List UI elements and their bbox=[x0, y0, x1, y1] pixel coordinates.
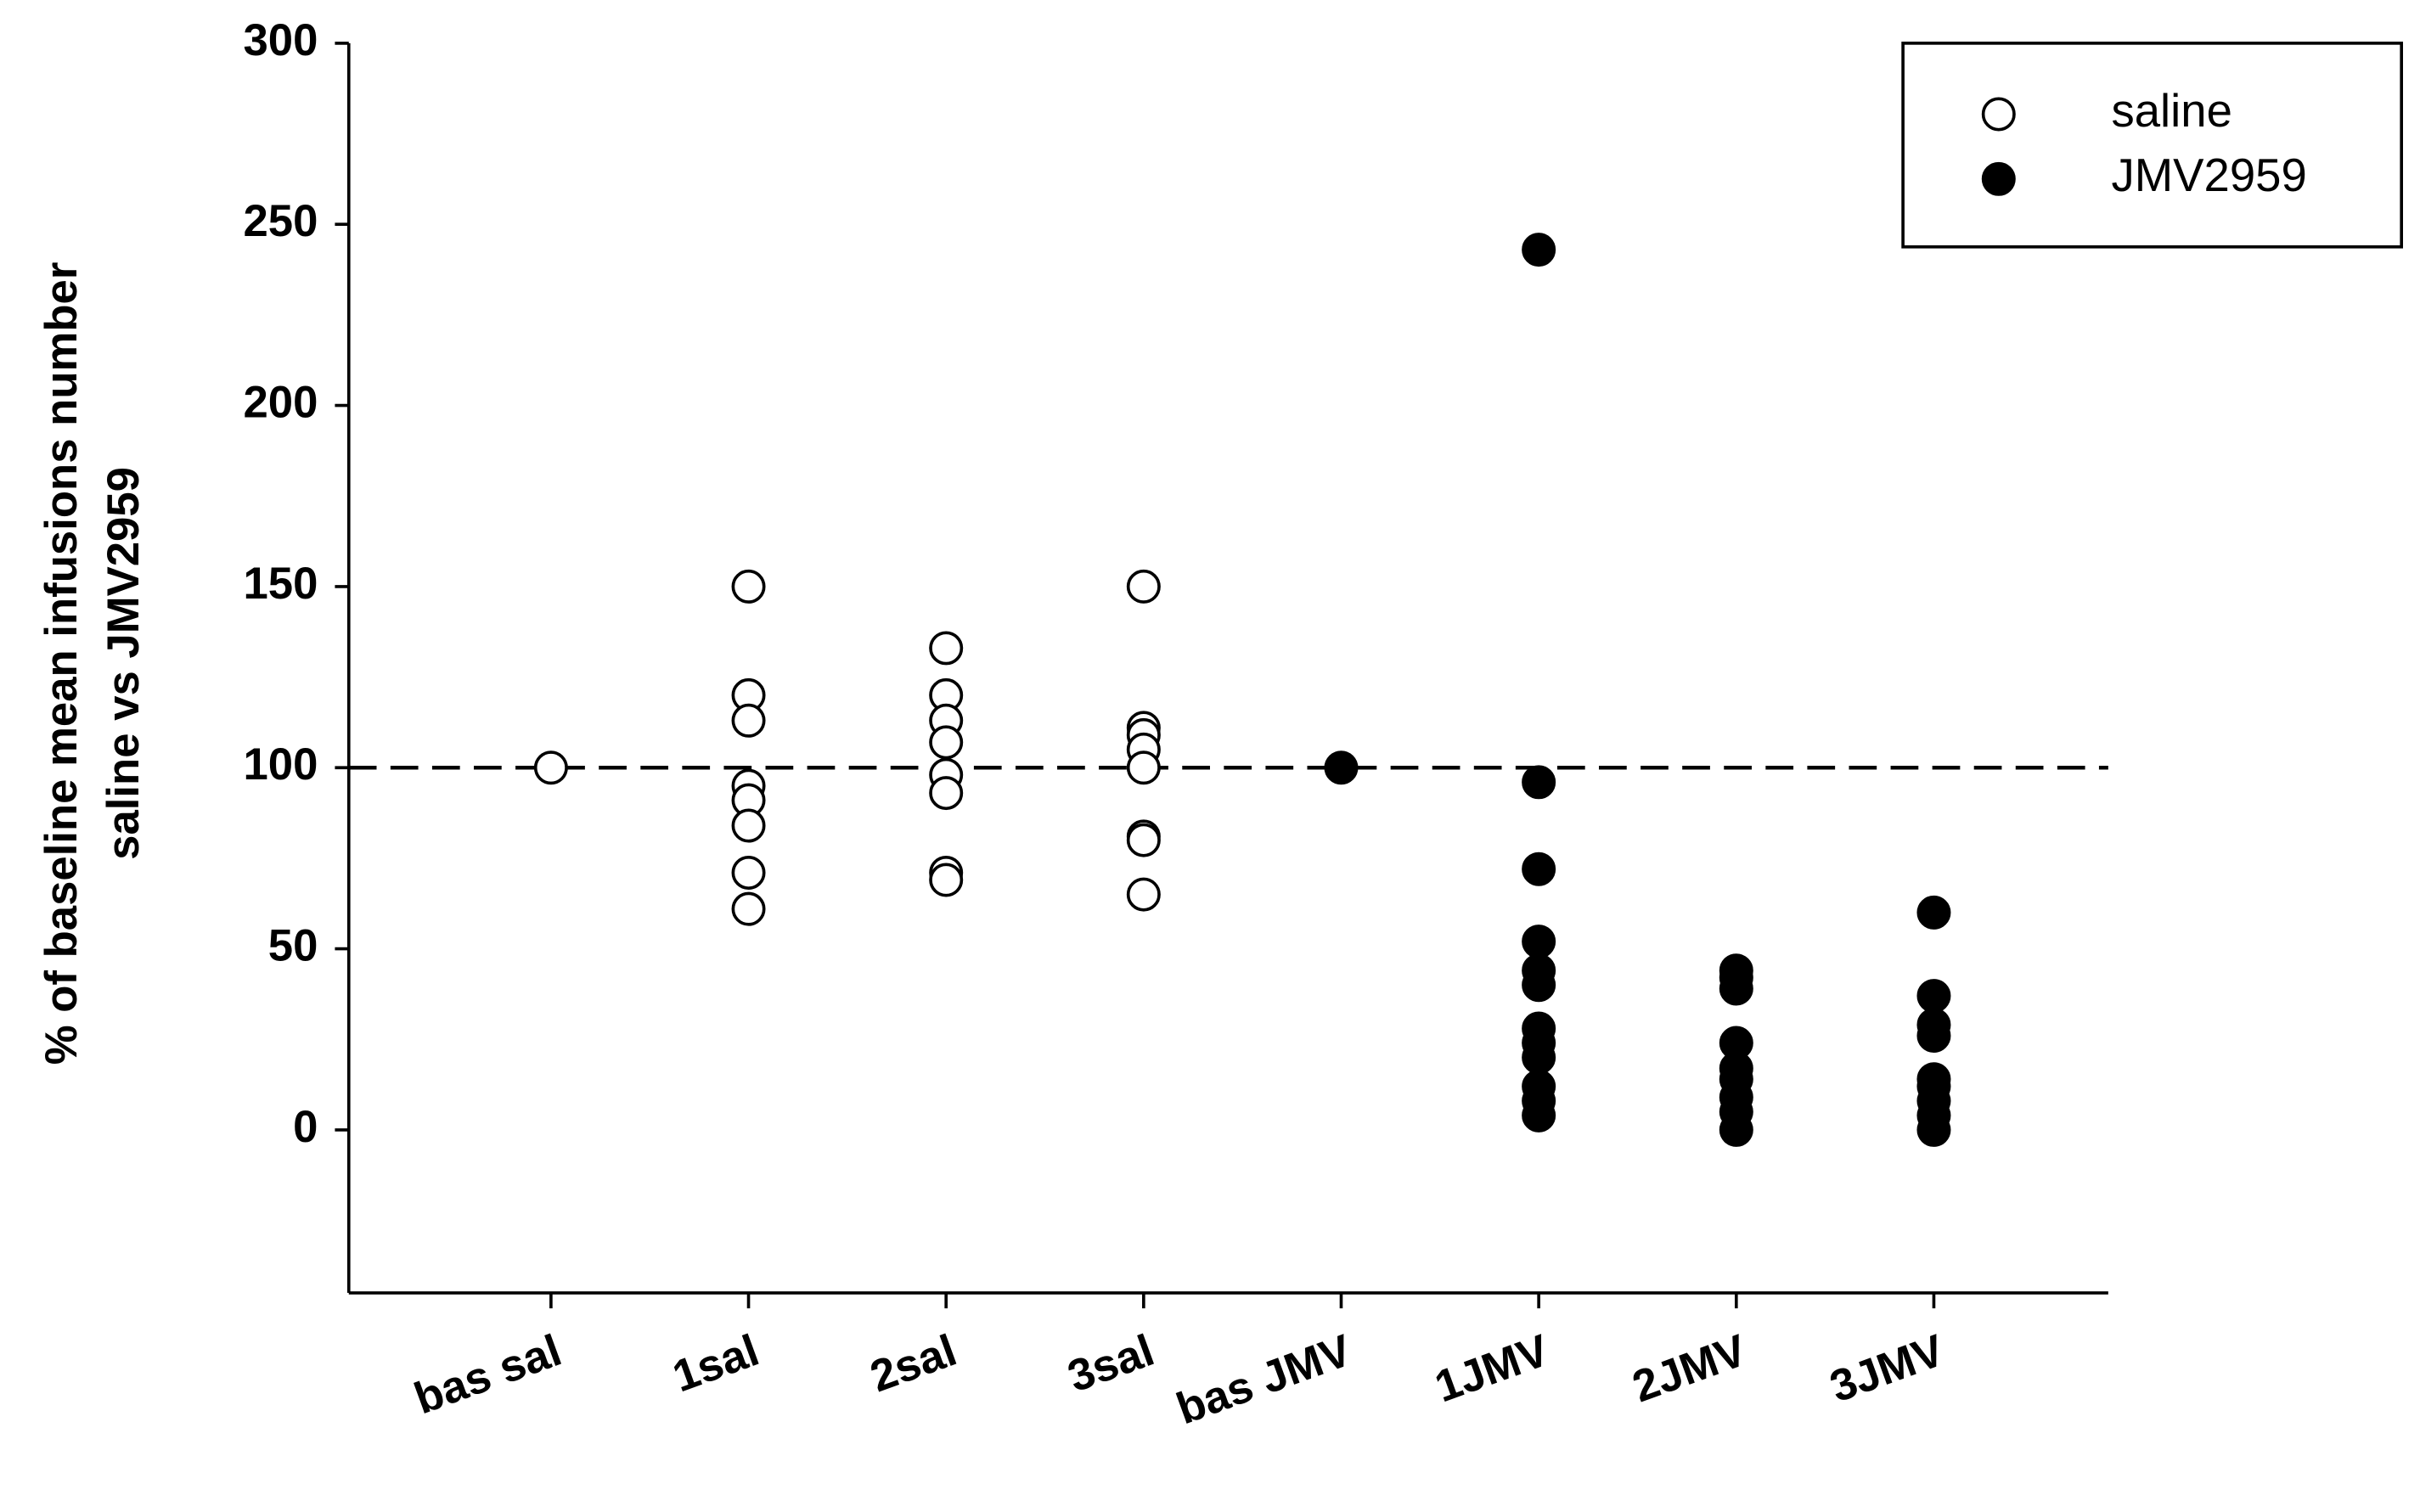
y-axis-label: % of baseline mean infusions number bbox=[37, 262, 87, 1065]
data-point bbox=[731, 569, 766, 604]
y-tick-label: 0 bbox=[293, 1102, 318, 1152]
data-point bbox=[731, 808, 766, 843]
data-point bbox=[533, 750, 568, 785]
data-point bbox=[1522, 1098, 1556, 1133]
y-axis-label: saline vs JMV2959 bbox=[98, 467, 149, 860]
data-point bbox=[1324, 750, 1359, 785]
data-point bbox=[1916, 979, 1951, 1014]
data-point bbox=[1719, 1112, 1753, 1147]
data-point bbox=[1916, 1019, 1951, 1053]
data-point bbox=[1126, 750, 1161, 785]
data-point bbox=[929, 725, 964, 760]
legend-marker bbox=[1981, 161, 2016, 196]
data-point bbox=[1522, 765, 1556, 800]
data-point bbox=[1126, 569, 1161, 604]
data-point bbox=[1719, 971, 1753, 1006]
data-point bbox=[929, 631, 964, 666]
data-point bbox=[1522, 968, 1556, 1003]
y-tick-label: 100 bbox=[243, 739, 318, 790]
y-tick-label: 300 bbox=[243, 15, 318, 65]
legend-marker bbox=[1981, 97, 2016, 132]
data-point bbox=[1522, 925, 1556, 959]
data-point bbox=[1916, 895, 1951, 930]
legend-label: JMV2959 bbox=[2111, 149, 2306, 201]
y-tick-label: 50 bbox=[268, 921, 318, 971]
data-point bbox=[731, 703, 766, 738]
data-point bbox=[1916, 1112, 1951, 1147]
data-point bbox=[731, 891, 766, 926]
y-tick-label: 250 bbox=[243, 196, 318, 246]
data-point bbox=[1126, 877, 1161, 912]
data-point bbox=[929, 863, 964, 897]
data-point bbox=[731, 855, 766, 890]
data-point bbox=[929, 776, 964, 811]
y-tick-label: 150 bbox=[243, 559, 318, 609]
data-point bbox=[1522, 852, 1556, 886]
legend-box bbox=[1901, 42, 2404, 249]
data-point bbox=[1522, 233, 1556, 267]
data-point bbox=[1522, 1040, 1556, 1075]
y-tick-label: 200 bbox=[243, 377, 318, 427]
legend-label: saline bbox=[2111, 85, 2231, 137]
data-point bbox=[1126, 823, 1161, 857]
